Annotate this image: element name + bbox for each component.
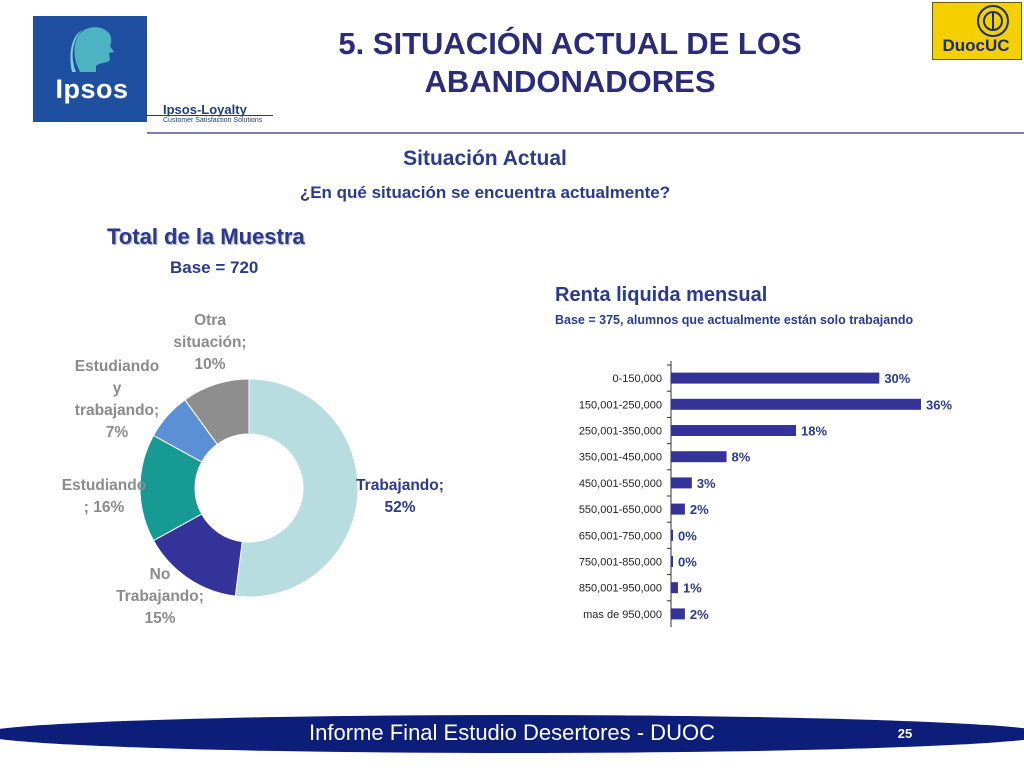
header-divider — [147, 132, 1024, 134]
page-title: 5. SITUACIÓN ACTUAL DE LOS ABANDONADORES — [338, 26, 802, 99]
ipsos-loyalty-tagline: Customer Satisfaction Solutions — [163, 117, 263, 124]
bar-4 — [671, 477, 692, 489]
donut-slice-0 — [234, 378, 359, 598]
bar-category-label: 450,001-550,000 — [579, 478, 662, 490]
bar-7 — [671, 556, 673, 567]
bar-8 — [671, 582, 678, 594]
income-bar-chart: 0-150,000 30% 150,001-250,000 36% 250,001-35… — [579, 361, 952, 627]
bar-value-label: 2% — [690, 502, 709, 517]
donut-panel-title: Total de la Muestra — [107, 224, 305, 249]
bar-category-label: 250,001-350,000 — [579, 426, 662, 438]
bar-1 — [671, 398, 921, 410]
bar-panel-title: Renta liquida mensual — [555, 284, 768, 306]
bar-category-label: 350,001-450,000 — [579, 452, 662, 464]
bar-value-label: 36% — [926, 397, 952, 412]
section-question: ¿En qué situación se encuentra actualmen… — [299, 183, 671, 202]
bar-category-label: 850,001-950,000 — [579, 583, 662, 595]
bar-value-label: 2% — [690, 607, 709, 622]
ipsos-wordmark: Ipsos — [55, 74, 129, 104]
bar-9 — [671, 608, 685, 620]
bar-5 — [671, 503, 685, 515]
bar-value-label: 3% — [697, 476, 716, 491]
bar-category-label: 750,001-850,000 — [579, 557, 662, 569]
page-number: 25 — [897, 726, 913, 741]
duoc-seal-icon — [977, 5, 1009, 37]
footer-text: Informe Final Estudio Desertores - DUOC — [309, 720, 715, 745]
bar-0 — [671, 372, 880, 384]
donut-label-otra: Otra situación; 10% — [173, 312, 247, 373]
donut-label-trabajando: Trabajando; 52% — [356, 477, 444, 516]
ipsos-loyalty-label: Ipsos-Loyalty — [163, 102, 247, 117]
donut-panel-base: Base = 720 — [170, 258, 259, 277]
donut-label-estudiando: Estudiando; 16% — [61, 477, 147, 516]
duoc-wordmark: DuocUC — [942, 36, 1010, 55]
bar-value-label: 8% — [732, 450, 751, 465]
duoc-logo — [932, 2, 1022, 60]
bar-value-label: 18% — [801, 424, 827, 439]
bar-2 — [671, 425, 796, 436]
donut-label-estudiando-y-trabajando: Estudiando y trabajando; 7% — [74, 358, 160, 441]
bar-category-label: 150,001-250,000 — [579, 399, 662, 411]
bar-category-label: 550,001-650,000 — [579, 504, 662, 516]
loyalty-underline — [145, 115, 273, 116]
ipsos-face-icon — [70, 27, 114, 72]
bar-category-label: 650,001-750,000 — [579, 530, 662, 542]
bar-category-label: 0-150,000 — [612, 373, 662, 385]
donut-chart — [139, 378, 359, 598]
bar-3 — [671, 451, 727, 463]
footer-bar — [0, 715, 1024, 753]
donut-label-no-trabajando: No Trabajando; 15% — [116, 566, 204, 627]
bar-value-label: 0% — [678, 528, 697, 543]
bar-category-label: mas de 950,000 — [583, 609, 662, 621]
bar-panel-base: Base = 375, alumnos que actualmente está… — [555, 313, 914, 327]
bar-value-label: 0% — [678, 555, 697, 570]
bar-6 — [671, 529, 673, 541]
section-title: Situación Actual — [403, 147, 567, 170]
donut-slice-4 — [184, 378, 250, 446]
bar-value-label: 30% — [884, 371, 910, 386]
bar-value-label: 1% — [683, 581, 702, 596]
